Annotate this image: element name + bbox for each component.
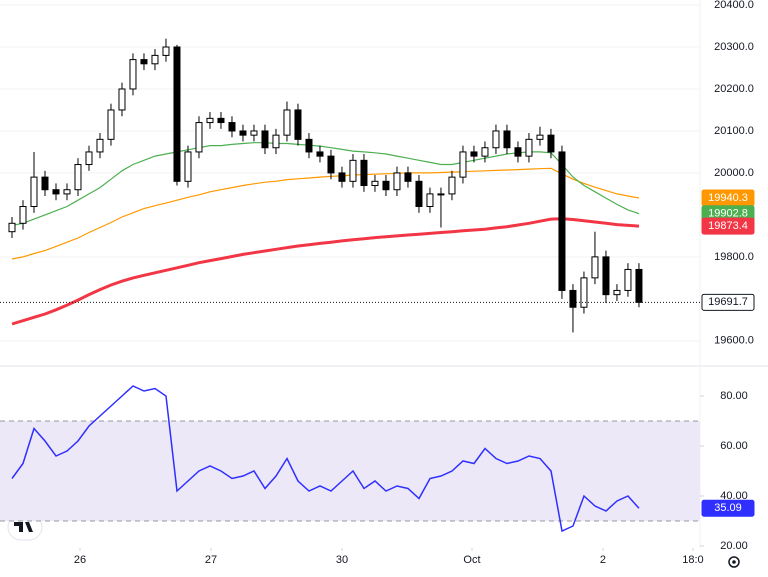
candle-body xyxy=(514,147,522,157)
rsi-tick-label: 80.00 xyxy=(720,390,748,402)
candle-body xyxy=(162,46,170,56)
y-tick-label: 20000.0 xyxy=(714,167,754,179)
settings-button[interactable] xyxy=(728,556,740,568)
x-tick-label: 2 xyxy=(600,554,606,566)
x-tick-label: 30 xyxy=(336,554,348,566)
candle-body xyxy=(85,151,93,166)
y-tick-label: 20200.0 xyxy=(714,83,754,95)
candle-body xyxy=(305,138,313,153)
y-tick-label: 19800.0 xyxy=(714,251,754,263)
price-badge xyxy=(701,293,755,311)
candle-body xyxy=(338,172,346,182)
candle-body xyxy=(602,256,610,296)
x-tick-label: 18:0 xyxy=(682,554,703,566)
x-tick-label: Oct xyxy=(463,554,480,566)
candle-body xyxy=(547,134,555,153)
candle-body xyxy=(8,222,16,233)
candle-body xyxy=(569,289,577,308)
candle-body xyxy=(19,206,27,224)
candle-body xyxy=(481,147,489,157)
candle-body xyxy=(217,117,225,124)
candle-body xyxy=(558,151,566,291)
candle-body xyxy=(327,155,335,174)
candle-body xyxy=(206,117,214,124)
candle-body xyxy=(404,172,412,182)
candle-body xyxy=(63,189,71,195)
y-tick-label: 20400.0 xyxy=(714,0,754,11)
candle-body xyxy=(503,130,511,149)
moving-average xyxy=(11,167,640,260)
candle-body xyxy=(624,268,632,291)
y-tick-label: 19600.0 xyxy=(714,335,754,347)
candle-body xyxy=(228,122,236,132)
candle-body xyxy=(525,138,533,157)
candle-body xyxy=(415,180,423,208)
price-badge-label: 19691.7 xyxy=(708,296,748,308)
price-badge xyxy=(701,217,755,235)
candle-body xyxy=(437,193,445,196)
candle-body xyxy=(52,189,60,195)
moving-average xyxy=(11,142,640,226)
y-tick-label: 20100.0 xyxy=(714,125,754,137)
candle-body xyxy=(613,289,621,296)
candle-body xyxy=(140,59,148,65)
rsi-tick-label: 20.00 xyxy=(720,540,748,552)
candle-body xyxy=(382,180,390,191)
candle-body xyxy=(349,159,357,182)
candle-body xyxy=(492,130,500,149)
moving-average xyxy=(11,217,640,326)
candle-body xyxy=(448,176,456,195)
rsi-tick-label: 40.00 xyxy=(720,490,748,502)
candle-body xyxy=(635,268,643,303)
candle-body xyxy=(316,151,324,157)
candle-body xyxy=(261,130,269,149)
candle-body xyxy=(96,138,104,153)
x-tick-label: 26 xyxy=(74,554,86,566)
price-badge-label: 19902.8 xyxy=(708,208,748,220)
candle-body xyxy=(283,109,291,136)
y-tick-label: 20300.0 xyxy=(714,41,754,53)
candle-body xyxy=(184,151,192,182)
candle-body xyxy=(41,176,49,191)
candle-body xyxy=(294,109,302,140)
x-tick-label: 27 xyxy=(205,554,217,566)
price-badge-label: 19940.3 xyxy=(708,192,748,204)
candle-body xyxy=(250,130,258,136)
rsi-line xyxy=(11,385,640,533)
candle-body xyxy=(426,193,434,208)
price-badge xyxy=(701,499,755,517)
candle-body xyxy=(107,109,115,140)
settings-icon[interactable] xyxy=(728,556,740,568)
price-badge-label: 19873.4 xyxy=(708,220,748,232)
rsi-tick-label: 60.00 xyxy=(720,440,748,452)
candle-body xyxy=(239,130,247,136)
rsi-band xyxy=(0,421,700,521)
candle-body xyxy=(74,164,82,191)
candle-body xyxy=(371,180,379,187)
candle-body xyxy=(129,59,137,90)
candle-body xyxy=(470,151,478,157)
candle-body xyxy=(118,88,126,111)
candle-body xyxy=(360,159,368,187)
settings-dot xyxy=(732,560,736,564)
candle-body xyxy=(195,122,203,153)
candle-body xyxy=(591,256,599,279)
candle-body xyxy=(272,134,280,149)
price-badge-label: 35.09 xyxy=(714,502,742,514)
logo-glyph xyxy=(14,522,33,532)
candle-body xyxy=(393,172,401,191)
candle-body xyxy=(459,151,467,178)
candle-body xyxy=(536,134,544,140)
candle-body xyxy=(580,277,588,308)
candle-body xyxy=(173,46,181,182)
candle-body xyxy=(30,176,38,208)
candle-body xyxy=(151,54,159,65)
